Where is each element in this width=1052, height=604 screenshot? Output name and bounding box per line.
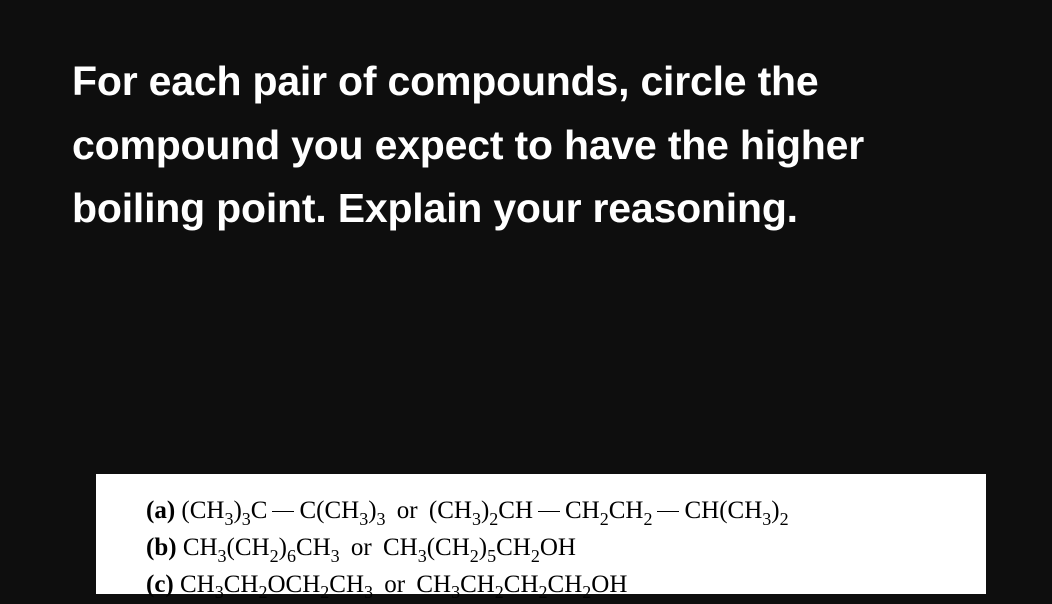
compound-right-frag: CH <box>609 497 644 524</box>
compound-right-frag: CH <box>565 497 600 524</box>
compound-left-frag: (CH <box>227 534 270 561</box>
compound-right-frag: CH(CH <box>684 497 762 524</box>
compound-right-sub: 2 <box>643 509 652 529</box>
item-label: (a) <box>146 497 181 524</box>
compound-right-sub: 2 <box>489 509 498 529</box>
compound-left-frag: ) <box>368 497 376 524</box>
formula-row: (c) CH3CH2OCH2CH3 or CH3CH2CH2CH2OH <box>146 568 954 604</box>
compound-left-bond <box>272 511 294 512</box>
compound-left-sub: 3 <box>215 582 224 602</box>
separator-or: or <box>345 534 378 561</box>
compound-left-sub: 3 <box>364 582 373 602</box>
compound-right: (CH3)2CHCH2CH2CH(CH3)2 <box>429 497 789 524</box>
compound-left-sub: 2 <box>258 582 267 602</box>
compound-right-sub: 2 <box>470 546 479 566</box>
compound-left-frag: CH <box>183 534 218 561</box>
compound-right-bond <box>657 511 679 512</box>
question-text: For each pair of compounds, circle the c… <box>72 50 980 241</box>
formula-row: (a) (CH3)3CC(CH3)3 or (CH3)2CHCH2CH2CH(C… <box>146 494 954 531</box>
compound-right-frag: CH <box>498 497 533 524</box>
compound-right-sub: 2 <box>539 582 548 602</box>
compound-left-sub: 3 <box>242 509 251 529</box>
compound-left-sub: 3 <box>218 546 227 566</box>
compound-left-sub: 3 <box>377 509 386 529</box>
compound-left-frag: CH <box>329 571 364 598</box>
compound-right-frag: OH <box>540 534 576 561</box>
compound-left-frag: CH <box>180 571 215 598</box>
compound-right-frag: CH <box>383 534 418 561</box>
question-area: For each pair of compounds, circle the c… <box>0 0 1052 241</box>
compound-left-frag: C <box>251 497 268 524</box>
compound-left-sub: 3 <box>224 509 233 529</box>
compound-left-frag: ) <box>233 497 241 524</box>
compound-right-sub: 3 <box>762 509 771 529</box>
compound-right-sub: 2 <box>582 582 591 602</box>
compound-left-sub: 3 <box>359 509 368 529</box>
compound-right-sub: 2 <box>780 509 789 529</box>
compound-left: CH3(CH2)6CH3 <box>183 534 340 561</box>
compound-right-frag: CH <box>504 571 539 598</box>
compound-right-sub: 2 <box>600 509 609 529</box>
compound-right-frag: CH <box>496 534 531 561</box>
compound-right-frag: CH <box>460 571 495 598</box>
compound-right: CH3CH2CH2CH2OH <box>416 571 627 598</box>
compound-right-frag: CH <box>416 571 451 598</box>
compound-left-frag: OCH <box>267 571 320 598</box>
compound-left: CH3CH2OCH2CH3 <box>180 571 373 598</box>
compound-left-sub: 6 <box>287 546 296 566</box>
compound-right-frag: (CH <box>429 497 472 524</box>
compound-left-frag: ) <box>279 534 287 561</box>
item-label: (b) <box>146 534 183 561</box>
compound-right-sub: 3 <box>451 582 460 602</box>
compound-right-frag: (CH <box>427 534 470 561</box>
compound-left-frag: C(CH <box>299 497 359 524</box>
separator-or: or <box>378 571 411 598</box>
compound-left-frag: (CH <box>181 497 224 524</box>
compound-right-bond <box>538 511 560 512</box>
formula-row: (b) CH3(CH2)6CH3 or CH3(CH2)5CH2OH <box>146 531 954 568</box>
compound-right-sub: 5 <box>487 546 496 566</box>
compound-right-frag: CH <box>548 571 583 598</box>
compound-right-frag: OH <box>591 571 627 598</box>
formula-panel: (a) (CH3)3CC(CH3)3 or (CH3)2CHCH2CH2CH(C… <box>96 474 986 594</box>
compound-left-sub: 2 <box>320 582 329 602</box>
compound-right-frag: ) <box>479 534 487 561</box>
compound-right: CH3(CH2)5CH2OH <box>383 534 576 561</box>
compound-right-sub: 2 <box>495 582 504 602</box>
item-label: (c) <box>146 571 180 598</box>
compound-left-sub: 2 <box>270 546 279 566</box>
separator-or: or <box>391 497 424 524</box>
compound-right-sub: 2 <box>531 546 540 566</box>
compound-left-frag: CH <box>296 534 331 561</box>
compound-left-sub: 3 <box>331 546 340 566</box>
compound-right-sub: 3 <box>472 509 481 529</box>
compound-right-sub: 3 <box>418 546 427 566</box>
compound-right-frag: ) <box>771 497 779 524</box>
compound-left-frag: CH <box>224 571 259 598</box>
compound-left: (CH3)3CC(CH3)3 <box>181 497 385 524</box>
